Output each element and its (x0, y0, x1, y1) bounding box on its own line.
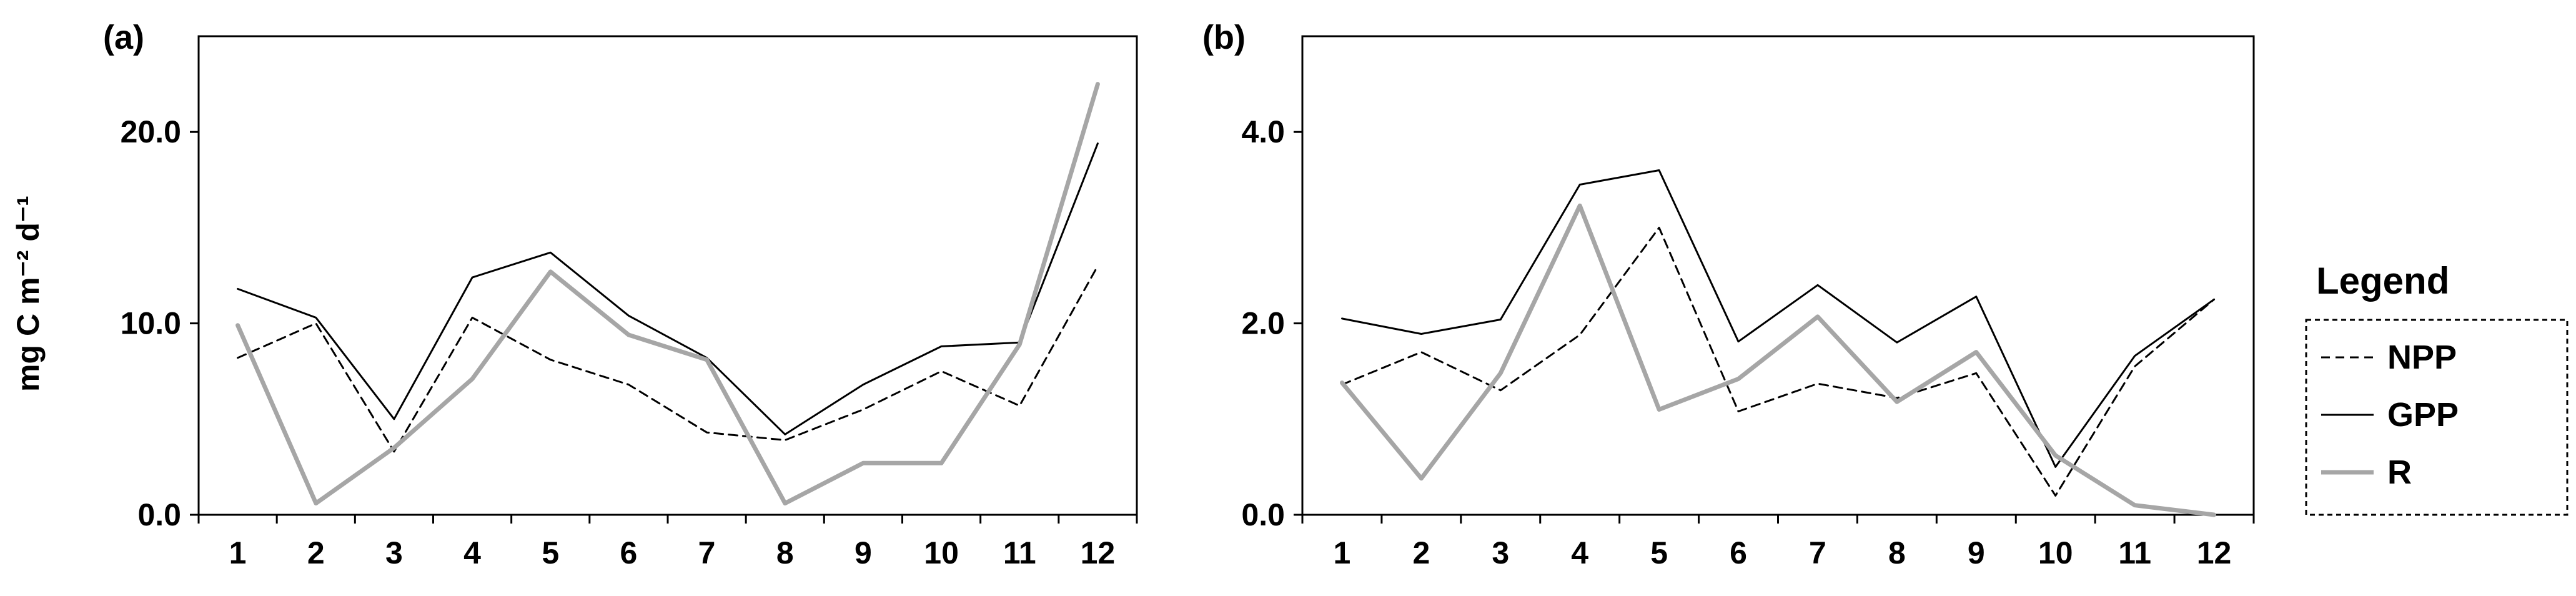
panel-b: (b) 0.02.04.0 1 2 3 4 5 6 7 8 9 10 11 12 (1202, 19, 2255, 570)
y-tick-label: 10.0 (121, 306, 181, 341)
x-tick-label: 4 (463, 535, 481, 570)
x-tick-label: 12 (1081, 535, 1116, 570)
x-tick-label: 12 (2197, 535, 2232, 570)
panel-a-label: (a) (103, 19, 144, 56)
x-tick-label: 2 (307, 535, 325, 570)
panel-b-x-ticks: 1 2 3 4 5 6 7 8 9 10 11 12 (1301, 515, 2255, 570)
panel-a-x-ticks: 1 2 3 4 5 6 7 8 9 10 11 12 (197, 515, 1138, 570)
x-tick-label: 3 (385, 535, 403, 570)
legend-label-npp: NPP (2387, 339, 2457, 376)
x-tick-label: 8 (1888, 535, 1906, 570)
x-tick-label: 9 (855, 535, 872, 570)
x-tick-label: 7 (1809, 535, 1826, 570)
legend: Legend NPP GPP R (2305, 260, 2569, 516)
series-line-npp (1341, 226, 2215, 497)
panel-b-y-ticks: 0.0 2.0 4.0 (1241, 114, 1302, 532)
legend-title: Legend (2316, 260, 2449, 302)
x-tick-label: 2 (1412, 535, 1430, 570)
panel-a-frame (197, 35, 1138, 516)
series-line-r (235, 82, 1100, 506)
x-tick-label: 1 (229, 535, 247, 570)
x-tick-label: 9 (1968, 535, 1985, 570)
x-tick-label: 11 (2118, 535, 2151, 570)
series-line-gpp (237, 142, 1099, 435)
series-line-npp (237, 265, 1099, 453)
legend-items: NPP GPP R (2321, 339, 2459, 491)
x-tick-label: 8 (776, 535, 794, 570)
y-tick-label: 2.0 (1241, 306, 1285, 341)
x-tick-label: 3 (1492, 535, 1509, 570)
y-tick-label: 0.0 (1241, 497, 1285, 532)
x-tick-label: 7 (698, 535, 716, 570)
panel-a-series (235, 82, 1100, 506)
x-tick-label: 1 (1334, 535, 1351, 570)
x-tick-label: 11 (1003, 535, 1036, 570)
panel-b-label: (b) (1202, 19, 1246, 56)
legend-label-gpp: GPP (2387, 396, 2459, 434)
panel-b-frame (1301, 35, 2255, 516)
x-tick-label: 10 (2038, 535, 2073, 570)
legend-box (2305, 319, 2569, 516)
legend-label-r: R (2387, 454, 2412, 491)
panel-a: (a) 0.010.020.0 1 2 3 4 5 6 7 8 9 10 11 12 (103, 19, 1138, 570)
x-tick-label: 5 (1650, 535, 1668, 570)
y-tick-label: 0.0 (137, 497, 181, 532)
series-line-gpp (1341, 169, 2215, 468)
panel-b-series (1340, 169, 2216, 517)
y-tick-label: 20.0 (121, 114, 181, 149)
y-tick-label: 4.0 (1241, 114, 1285, 149)
x-tick-label: 4 (1571, 535, 1588, 570)
y-axis-label: mg C m⁻² d⁻¹ (11, 196, 46, 392)
x-tick-label: 5 (542, 535, 559, 570)
panel-a-y-ticks: 0.0 10.0 20.0 (121, 114, 199, 532)
x-tick-label: 10 (924, 535, 959, 570)
series-line-r (1340, 203, 2216, 517)
x-tick-label: 6 (620, 535, 638, 570)
x-tick-label: 6 (1730, 535, 1747, 570)
